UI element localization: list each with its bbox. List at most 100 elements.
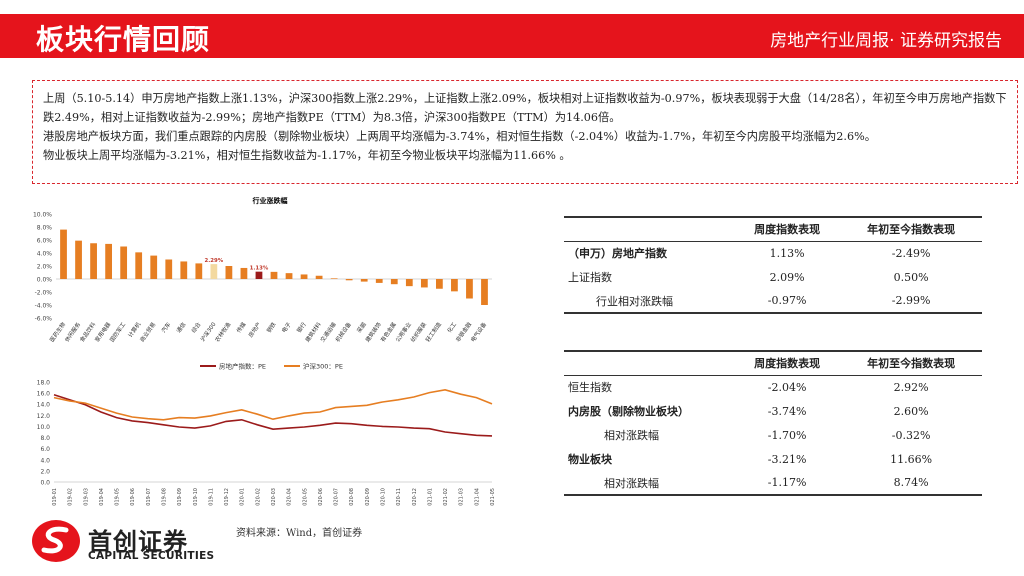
y-tick-label: 2.0	[40, 468, 50, 475]
row-label: 相对涨跌幅	[564, 471, 734, 496]
y-tick-label: 14.0	[37, 402, 51, 409]
x-category-label: 商业贸易	[138, 320, 158, 343]
industry-bar-chart: 行业涨跌幅 10.0% 8.0% 6.0% 4.0% 2.0% 0.0% -2.0% -4.0%…	[33, 196, 492, 343]
y-tick-label: 6.0	[40, 446, 50, 453]
x-date-label: 2019-08	[162, 488, 168, 506]
x-date-label: 2019-04	[99, 488, 105, 506]
header-red-bar	[0, 14, 1024, 58]
bar	[225, 266, 233, 279]
row-label: 上证指数	[568, 271, 612, 284]
x-category-label: 农林牧渔	[213, 320, 233, 343]
x-date-label: 2019-10	[193, 488, 199, 506]
x-date-label: 2020-07	[334, 488, 340, 506]
row-label: 相对涨跌幅	[604, 429, 659, 442]
x-category-label: 综合	[189, 320, 202, 334]
table-row: 行业相对涨跌幅 -0.97% -2.99%	[564, 289, 982, 314]
x-date-label: 2019-01	[52, 488, 58, 506]
bar	[90, 243, 97, 279]
a-share-index-table: 周度指数表现 年初至今指数表现 （申万）房地产指数 1.13% -2.49% 上…	[564, 216, 982, 314]
x-date-label: 2020-03	[271, 488, 277, 506]
x-category-label: 化工	[445, 320, 458, 334]
summary-box: 上周（5.10-5.14）申万房地产指数上涨1.13%，沪深300指数上涨2.2…	[32, 80, 1018, 184]
x-date-label: 2020-02	[255, 488, 261, 506]
pe-line-chart: 房地产指数：PE 沪深300：PE 18.0 16.0 14.0 12.0 10.0 8.0 6…	[37, 362, 496, 507]
x-date-label: 2021-01	[427, 488, 433, 506]
x-date-label: 2021-02	[443, 488, 449, 506]
x-date-label: 2021-05	[490, 488, 496, 506]
y-tick-label: 10.0	[37, 424, 51, 431]
bar	[240, 267, 248, 279]
x-category-label: 轻工制造	[424, 320, 444, 343]
row-ytd-value: 2.92%	[893, 380, 929, 394]
table-header-week: 周度指数表现	[734, 216, 841, 242]
bar	[120, 246, 128, 279]
y-tick-label: 8.0	[40, 435, 50, 442]
x-date-label: 2020-06	[318, 488, 324, 506]
x-category-label: 通信	[174, 320, 187, 334]
bar	[435, 279, 443, 289]
x-category-label: 计算机	[126, 320, 142, 339]
logo-english-name: CAPITAL SECURITIES	[88, 550, 215, 562]
row-label: （申万）房地产指数	[568, 247, 667, 261]
row-ytd-value: -2.49%	[891, 246, 931, 260]
bar	[75, 240, 82, 279]
table-row: 相对涨跌幅 -1.70% -0.32%	[564, 423, 982, 447]
bar	[255, 271, 263, 279]
hk-index-table: 周度指数表现 年初至今指数表现 恒生指数 -2.04% 2.92% 内房股（剔除…	[564, 350, 982, 496]
row-week-value: 2.09%	[769, 270, 805, 284]
x-date-label: 2020-04	[287, 488, 293, 506]
bar	[375, 279, 383, 283]
row-week-value: -1.17%	[734, 471, 841, 496]
chart-title: 行业涨跌幅	[252, 196, 288, 205]
page-header: 板块行情回顾 房地产行业周报· 证券研究报告	[0, 0, 1024, 60]
x-category-label: 机械设备	[333, 320, 353, 343]
legend-label: 沪深300：PE	[303, 362, 343, 371]
bar	[330, 278, 338, 279]
y-tick-label: 8.0%	[37, 225, 53, 232]
table-header-row: 周度指数表现 年初至今指数表现	[564, 216, 982, 242]
y-tick-label: 4.0	[40, 457, 50, 464]
bar	[300, 274, 308, 279]
x-date-label: 2020-05	[302, 488, 308, 506]
y-tick-label: 4.0%	[37, 251, 53, 258]
x-date-label: 2020-11	[396, 488, 402, 506]
row-week-value: -3.74%	[767, 404, 807, 418]
table-row: 内房股（剔除物业板块） -3.74% 2.60%	[564, 399, 982, 423]
y-tick-label: 10.0%	[33, 212, 52, 219]
x-date-label: 2020-12	[412, 488, 418, 506]
capital-securities-logo: 首创证券 CAPITAL SECURITIES	[30, 518, 230, 568]
bar	[180, 261, 188, 279]
y-tick-label: 0.0%	[37, 277, 53, 284]
x-date-label: 2020-10	[381, 488, 387, 506]
x-date-label: 2020-01	[240, 488, 246, 506]
table-header-ytd: 年初至今指数表现	[840, 216, 982, 242]
x-category-label: 电子	[280, 320, 293, 334]
row-ytd-value: 11.66%	[890, 452, 933, 466]
table-row: 物业板块 -3.21% 11.66%	[564, 447, 982, 471]
data-source-note: 资料来源：Wind，首创证券	[236, 528, 363, 539]
bar	[405, 279, 413, 287]
bar	[270, 271, 278, 279]
y-tick-label: 2.0%	[37, 264, 53, 271]
row-label: 内房股（剔除物业板块）	[568, 405, 689, 418]
y-tick-label: 6.0%	[37, 238, 53, 245]
x-date-label: 2019-02	[68, 488, 74, 506]
x-date-label: 2020-08	[349, 488, 355, 506]
logo-chinese-name: 首创证券	[88, 528, 188, 556]
x-category-label: 传媒	[235, 320, 248, 334]
bar	[60, 229, 67, 279]
x-date-label: 2019-07	[146, 488, 152, 506]
x-date-label: 2021-04	[474, 488, 480, 506]
x-category-label: 采掘	[355, 320, 368, 334]
row-ytd-value: 2.60%	[893, 404, 929, 418]
y-tick-label: 12.0	[37, 413, 51, 420]
bar	[315, 275, 323, 279]
bar	[360, 279, 368, 282]
summary-paragraph-2: 港股房地产板块方面，我们重点跟踪的内房股（剔除物业板块）上两周平均涨幅为-3.7…	[43, 130, 876, 143]
bar	[466, 279, 473, 299]
logo-mark-icon	[32, 520, 80, 562]
bar	[135, 252, 143, 279]
x-date-label: 2019-09	[177, 488, 183, 506]
x-category-label: 汽车	[159, 320, 172, 334]
table-header-empty	[564, 350, 734, 376]
